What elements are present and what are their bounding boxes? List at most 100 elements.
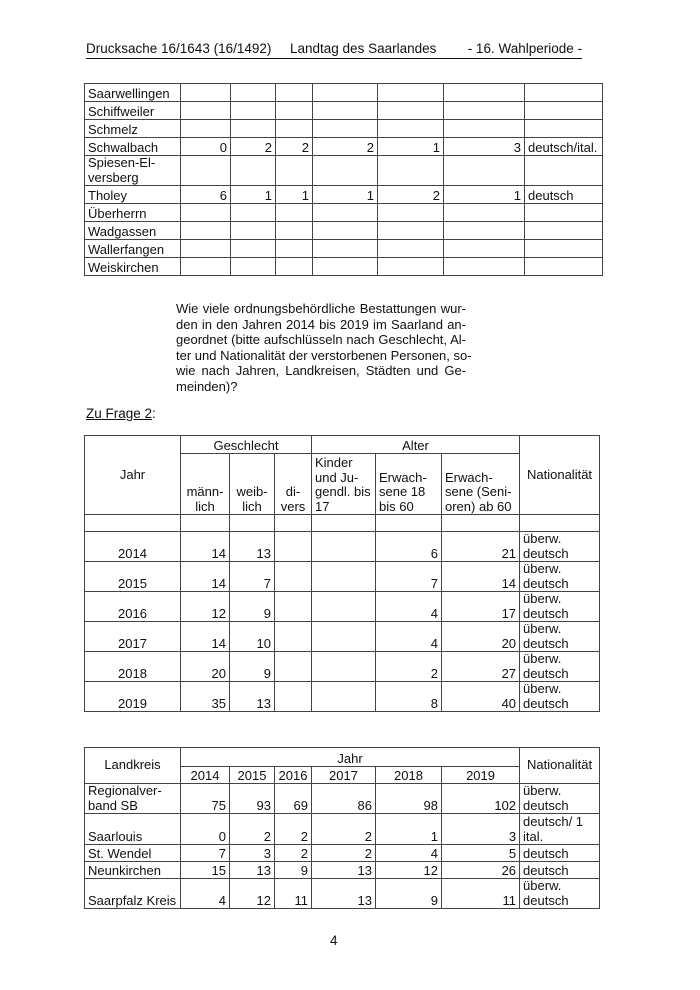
table-row: Saarpfalz Kreis 4 12 11 13 9 11 überw. deutsch — [84, 878, 601, 909]
nationality-cell: deutsch/ 1 ital. — [519, 813, 601, 845]
count-cell — [275, 221, 313, 240]
count-cell: 15 — [180, 861, 230, 879]
count-cell: 6 — [180, 185, 231, 204]
nationality-cell: deutsch — [519, 861, 601, 879]
count-cell: 1 — [230, 185, 276, 204]
question-line: ter und Nationalität der verstorbenen Pe… — [176, 347, 472, 363]
count-cell: 35 — [180, 681, 230, 712]
count-cell — [312, 239, 378, 258]
count-cell — [180, 83, 231, 102]
count-cell — [274, 621, 312, 652]
nationality-cell: überw. deutsch — [519, 878, 601, 909]
district-name: St. Wendel — [84, 844, 181, 862]
count-cell — [443, 83, 525, 102]
nationality-cell: überw. deutsch — [519, 783, 601, 814]
count-cell: 2 — [230, 137, 276, 156]
nationality-cell — [524, 257, 603, 276]
nationality-cell: deutsch — [519, 844, 601, 862]
count-cell: 9 — [229, 591, 275, 622]
count-cell — [230, 203, 276, 222]
count-cell — [312, 221, 378, 240]
count-cell: 1 — [377, 137, 444, 156]
table-row: Wallerfangen — [84, 239, 603, 258]
count-cell — [274, 531, 312, 562]
count-cell: 12 — [375, 861, 442, 879]
count-cell — [180, 203, 231, 222]
header-left: Drucksache 16/1643 (16/1492) — [86, 41, 272, 56]
district-name: Neunkirchen — [84, 861, 181, 879]
nationality-cell: überw. deutsch — [519, 651, 601, 682]
count-cell: 12 — [229, 878, 275, 909]
count-cell — [275, 239, 313, 258]
nationality-cell: überw. deutsch — [519, 561, 601, 592]
question-text: Wie viele ordnungsbehördliche Bestattung… — [176, 301, 472, 395]
count-cell: 13 — [229, 531, 275, 562]
count-cell — [311, 531, 376, 562]
table-row: Wadgassen — [84, 221, 603, 240]
count-cell: 13 — [229, 681, 275, 712]
count-cell: 12 — [180, 591, 230, 622]
count-cell — [180, 119, 231, 138]
count-cell — [443, 155, 525, 186]
count-cell: 98 — [375, 783, 442, 814]
table-row: Spiesen-El-versberg — [84, 155, 603, 186]
count-cell: 0 — [180, 137, 231, 156]
nationality-cell — [524, 119, 603, 138]
nationality-cell: überw. deutsch — [519, 591, 601, 622]
count-cell — [180, 155, 231, 186]
count-cell: 2 — [275, 137, 313, 156]
municipality-name: Schmelz — [84, 119, 181, 138]
answer-label-suffix: : — [152, 406, 156, 421]
page-number: 4 — [330, 933, 338, 948]
nationality-cell — [524, 221, 603, 240]
question-line: den in den Jahren 2014 bis 2019 im Saarl… — [176, 316, 466, 332]
page-header: Drucksache 16/1643 (16/1492) Landtag des… — [86, 41, 582, 59]
district-name: Saarlouis — [84, 813, 181, 845]
count-cell: 2 — [311, 813, 376, 845]
nationality-cell: überw. deutsch — [519, 531, 601, 562]
table-row: Regionalver-band SB 75 93 69 86 98 102 überw. d… — [84, 783, 601, 814]
count-cell: 14 — [180, 561, 230, 592]
count-cell: 69 — [274, 783, 312, 814]
count-cell: 11 — [440, 878, 521, 909]
question-line: geordnet (bitte aufschlüsseln nach Gesch… — [176, 332, 466, 348]
count-cell — [443, 257, 525, 276]
count-cell — [274, 651, 312, 682]
count-cell: 20 — [440, 621, 521, 652]
table-row: Schmelz — [84, 119, 603, 138]
municipality-name: Spiesen-El-versberg — [84, 155, 181, 186]
count-cell: 4 — [375, 844, 442, 862]
count-cell — [180, 221, 231, 240]
year-header: 2015 — [229, 766, 275, 784]
header-erwachsene: Erwach-sene 18 bis 60 — [375, 453, 442, 515]
count-cell — [312, 203, 378, 222]
count-cell: 13 — [311, 861, 376, 879]
count-cell: 8 — [375, 681, 442, 712]
table-row: Schiffweiler — [84, 101, 603, 120]
table-row: Weiskirchen — [84, 257, 603, 276]
nationality-cell: überw. deutsch — [519, 681, 601, 712]
count-cell: 7 — [180, 844, 230, 862]
count-cell — [443, 221, 525, 240]
count-cell — [443, 119, 525, 138]
empty-row — [84, 514, 601, 532]
year-cell: 2017 — [84, 621, 181, 652]
count-cell — [180, 239, 231, 258]
year-cell: 2018 — [84, 651, 181, 682]
municipalities-table: Saarwellingen Schiffweiler Schmelz Schwalba… — [84, 83, 603, 276]
count-cell — [275, 119, 313, 138]
header-nationalitaet: Nationalität — [519, 435, 601, 515]
count-cell: 10 — [229, 621, 275, 652]
table-row: 2016 12 9 4 17 überw. deutsch — [84, 591, 601, 622]
count-cell: 4 — [375, 621, 442, 652]
header-kinder: Kinder und Ju-gendl. bis 17 — [311, 453, 376, 515]
municipality-name: Überherrn — [84, 203, 181, 222]
count-cell — [311, 561, 376, 592]
years-table: Jahr Geschlecht Alter Nationalität männ-… — [84, 435, 601, 712]
count-cell — [230, 119, 276, 138]
table-row: 2014 14 13 6 21 überw. deutsch — [84, 531, 601, 562]
count-cell — [312, 257, 378, 276]
count-cell: 2 — [274, 813, 312, 845]
count-cell — [275, 155, 313, 186]
